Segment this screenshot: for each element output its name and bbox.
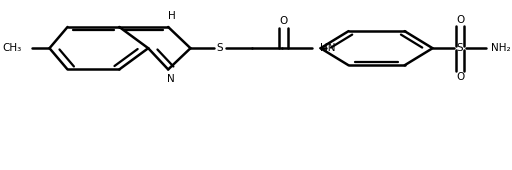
Text: NH₂: NH₂: [492, 43, 511, 53]
Text: O: O: [456, 72, 464, 82]
Text: S: S: [457, 43, 463, 53]
Text: O: O: [456, 15, 464, 25]
Text: S: S: [217, 43, 223, 53]
Text: CH₃: CH₃: [3, 43, 22, 53]
Text: N: N: [167, 74, 175, 84]
Text: HN: HN: [319, 43, 335, 53]
Text: H: H: [168, 11, 176, 21]
Text: O: O: [280, 16, 288, 26]
